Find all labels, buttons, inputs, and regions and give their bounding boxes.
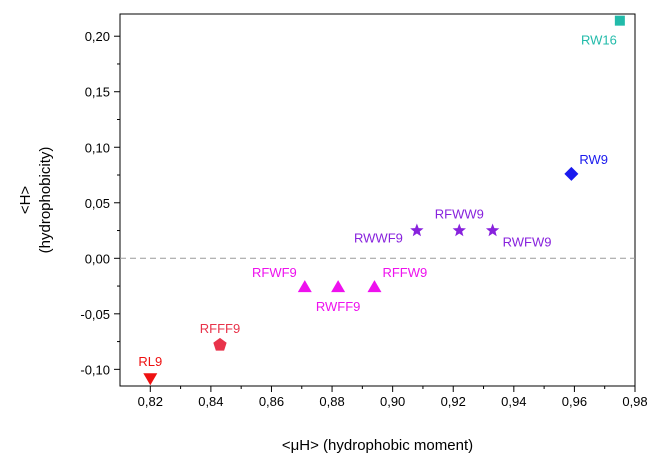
star-marker [410,223,424,237]
x-axis-ticks: 0,82 0,84 0,86 0,88 0,90 0,92 0,94 0,96 0,98 [138,386,648,409]
x-tick-label: 0,82 [138,394,163,409]
x-tick-label: 0,92 [441,394,466,409]
data-point-rwff9: RWFF9 [316,280,361,314]
x-tick-label: 0,86 [259,394,284,409]
point-label: RWWF9 [354,231,403,246]
data-point-rfwf9: RFWF9 [252,265,312,293]
point-label: RWFF9 [316,299,361,314]
triangle-up-marker [297,280,312,293]
y-axis-title: <H> [17,186,34,215]
triangle-up-marker [331,280,346,293]
y-tick-label: 0,15 [85,85,110,100]
data-point-rffw9: RFFW9 [367,265,427,293]
x-axis-title: <μH> (hydrophobic moment) [282,437,473,454]
x-tick-label: 0,88 [319,394,344,409]
y-axis-subtitle: (hydrophobicity) [37,147,54,254]
triangle-up-marker [367,280,382,293]
point-label: RL9 [138,354,162,369]
data-point-rfww9: RFWW9 [435,207,484,237]
y-axis-ticks: -0,10 -0,05 0,00 0,05 0,10 0,15 0,20 [80,29,120,377]
x-tick-label: 0,98 [622,394,647,409]
x-tick-label: 0,94 [501,394,526,409]
point-label: RFFF9 [200,321,240,336]
triangle-down-marker [143,373,158,386]
y-tick-label: -0,05 [80,307,110,322]
point-label: RFWW9 [435,207,484,222]
point-label: RW16 [581,33,617,48]
data-point-rfff9: RFFF9 [200,321,240,351]
x-tick-label: 0,90 [380,394,405,409]
data-point-rwwf9: RWWF9 [354,223,424,246]
data-point-rwfw9: RWFW9 [485,223,552,250]
y-tick-label: 0,00 [85,251,110,266]
y-tick-label: 0,05 [85,196,110,211]
data-points: RL9 RFFF9 RFWF9 RWFF9 RFFW9 RWWF9 RFWW9 RWFW9 RW… [138,15,625,386]
point-label: RWFW9 [503,235,552,250]
y-tick-label: 0,20 [85,29,110,44]
square-marker [614,15,625,26]
data-point-rw9: RW9 [564,152,608,181]
data-point-rl9: RL9 [138,354,162,386]
star-marker [485,223,500,237]
data-point-rw16: RW16 [581,15,625,48]
star-marker [452,223,466,237]
y-tick-label: 0,10 [85,140,110,155]
x-tick-label: 0,96 [562,394,587,409]
plot-frame [119,13,636,387]
point-label: RFWF9 [252,265,297,280]
y-tick-label: -0,10 [80,362,110,377]
diamond-marker [564,166,579,181]
x-tick-label: 0,84 [198,394,223,409]
point-label: RW9 [579,152,608,167]
pentagon-marker [213,337,227,351]
point-label: RFFW9 [382,265,427,280]
